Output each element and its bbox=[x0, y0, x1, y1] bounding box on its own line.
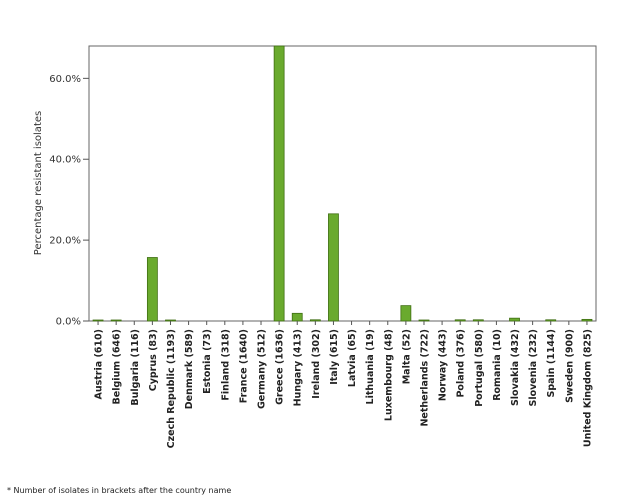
x-category-label: Ireland (302) bbox=[311, 329, 322, 399]
footnote: * Number of isolates in brackets after t… bbox=[7, 486, 232, 495]
y-axis-label: Percentage resistant isolates bbox=[33, 111, 44, 255]
x-category-label: Czech Republic (1193) bbox=[166, 329, 177, 448]
bar bbox=[273, 45, 285, 322]
x-category-label: Lithuania (19) bbox=[365, 329, 376, 404]
x-category-label: Romania (10) bbox=[492, 329, 503, 401]
x-category-label: Latvia (65) bbox=[347, 329, 358, 387]
x-category-label: Cyprus (83) bbox=[148, 329, 159, 391]
bar bbox=[472, 319, 484, 322]
x-category-label: Austria (610) bbox=[94, 329, 105, 400]
x-category-label: Denmark (589) bbox=[184, 329, 195, 409]
x-category-label: Estonia (73) bbox=[202, 329, 213, 394]
bar bbox=[309, 319, 321, 322]
x-category-label: Norway (443) bbox=[438, 329, 449, 401]
x-category-label: Sweden (900) bbox=[564, 329, 575, 403]
bar bbox=[92, 319, 104, 322]
bar bbox=[328, 213, 339, 322]
y-tick-label: 0.0% bbox=[56, 317, 81, 328]
bar-series bbox=[92, 45, 593, 322]
x-category-label: Greece (1636) bbox=[275, 329, 286, 405]
bar bbox=[581, 318, 593, 322]
plot-area bbox=[88, 45, 597, 322]
bar bbox=[291, 312, 303, 322]
x-category-label: Slovakia (432) bbox=[510, 329, 521, 406]
x-category-label: Poland (376) bbox=[456, 329, 467, 398]
bar bbox=[110, 319, 122, 322]
plot-border bbox=[88, 45, 597, 322]
bar bbox=[454, 319, 466, 322]
x-category-label: Netherlands (722) bbox=[419, 329, 430, 427]
x-category-label: Spain (1144) bbox=[546, 329, 557, 398]
y-axis: 0.0% 20.0% 40.0% 60.0% bbox=[49, 74, 89, 328]
x-category-label: Belgium (646) bbox=[112, 329, 123, 404]
x-category-label: Germany (512) bbox=[257, 329, 268, 409]
x-category-label: Italy (615) bbox=[329, 329, 340, 385]
bar bbox=[146, 257, 158, 322]
x-category-label: Bulgaria (116) bbox=[130, 329, 141, 406]
x-category-label: Portugal (580) bbox=[474, 329, 485, 407]
y-tick-label: 20.0% bbox=[49, 236, 81, 247]
x-category-label: United Kingdom (825) bbox=[582, 329, 593, 447]
bar bbox=[509, 317, 520, 322]
bar bbox=[418, 319, 430, 322]
x-category-label: Luxembourg (48) bbox=[383, 329, 394, 421]
x-category-label: France (1640) bbox=[238, 329, 249, 403]
bar bbox=[400, 305, 412, 322]
y-tick-label: 60.0% bbox=[49, 74, 81, 85]
x-category-label: Malta (52) bbox=[401, 329, 412, 384]
x-category-label: Slovenia (232) bbox=[528, 329, 539, 407]
bar bbox=[165, 319, 176, 322]
x-category-label: Finland (318) bbox=[220, 329, 231, 401]
bar bbox=[545, 319, 557, 322]
y-tick-label: 40.0% bbox=[49, 155, 81, 166]
x-axis: Austria (610) Belgium (646) Bulgaria (116)… bbox=[94, 321, 593, 448]
x-category-label: Hungary (413) bbox=[293, 329, 304, 406]
